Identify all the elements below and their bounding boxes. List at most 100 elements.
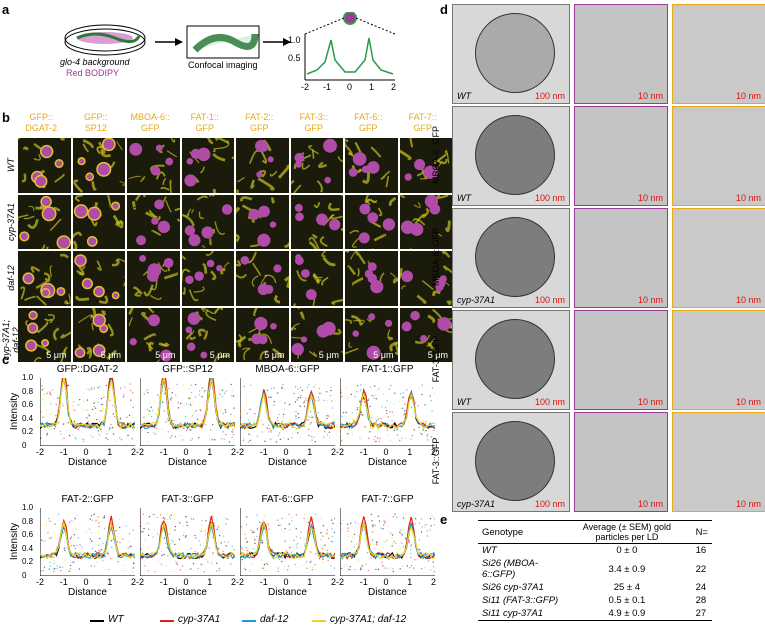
x-tick-label: 1 bbox=[307, 577, 313, 587]
em-zoom-tile: 10 nm bbox=[672, 412, 765, 512]
series-line bbox=[340, 393, 435, 430]
confocal-tile bbox=[127, 194, 180, 249]
b-row-label: WT bbox=[6, 158, 16, 172]
y-tick-label: 0.4 bbox=[22, 413, 34, 423]
em-overview-tile: cyp-37A1 100 nm bbox=[452, 412, 570, 512]
series-line bbox=[240, 520, 335, 560]
lipid-droplet bbox=[475, 421, 555, 501]
confocal-tile: 5 μm bbox=[127, 307, 180, 362]
x-tick-label: 0 bbox=[183, 447, 189, 457]
y-axis-label: Intensity bbox=[9, 392, 21, 431]
x-tick-label: -1 bbox=[159, 447, 168, 457]
confocal-tile bbox=[181, 138, 234, 193]
confocal-tile bbox=[72, 138, 125, 193]
y-tick-label: 1.0 bbox=[22, 373, 34, 382]
x-tick-label: -2 bbox=[36, 577, 45, 587]
x-tick-label: -2 bbox=[136, 577, 145, 587]
x-tick-label: 2 bbox=[131, 577, 137, 587]
b-col-header-line1: FAT-6:: bbox=[354, 112, 383, 122]
scale-bar-label: 5 μm bbox=[46, 350, 67, 360]
x-tick-label: 1 bbox=[407, 447, 413, 457]
x-tick-label: 1 bbox=[307, 447, 313, 457]
x-tick-label: 0 bbox=[283, 577, 289, 587]
confocal-tile bbox=[236, 138, 289, 193]
b-col-header-line2: SP12 bbox=[84, 123, 107, 133]
b-col-header-line1: GFP:: bbox=[29, 112, 53, 122]
y-tick-label: 0.8 bbox=[22, 516, 34, 526]
legend-label: WT bbox=[108, 614, 124, 625]
table-row: Si11 (FAT-3::GFP) 0.5 ± 0.1 28 bbox=[478, 594, 712, 607]
intensity-profile-plot bbox=[340, 378, 435, 446]
em-genotype-label: cyp-37A1 bbox=[457, 499, 496, 509]
table-cell-n: 24 bbox=[695, 582, 707, 593]
table-header: Average (± SEM) gold particles per LD bbox=[582, 522, 672, 542]
x-axis-label: Distance bbox=[68, 457, 107, 468]
b-col-header-line2: GFP bbox=[304, 123, 323, 133]
b-col-header-line2: GFP bbox=[249, 123, 269, 133]
lipid-droplet bbox=[475, 217, 555, 297]
confocal-tile bbox=[290, 138, 343, 193]
em-overview-tile: WT 100 nm bbox=[452, 4, 570, 104]
b-row-label: cyp-37A1 bbox=[6, 202, 16, 241]
panel-label-b: b bbox=[2, 110, 10, 125]
series-line bbox=[40, 520, 135, 560]
table-cell-avg: 0.5 ± 0.1 bbox=[608, 595, 646, 606]
legend-swatch bbox=[312, 620, 326, 622]
confocal-step-label: Confocal imaging bbox=[188, 60, 258, 70]
x-tick-label: -1 bbox=[259, 447, 268, 457]
em-genotype-label: WT bbox=[457, 397, 471, 407]
table-row: Si11 cyp-37A1 4.9 ± 0.9 27 bbox=[478, 607, 712, 621]
lipid-droplet bbox=[475, 319, 555, 399]
x-tick-label: 2 bbox=[131, 447, 137, 457]
scale-bar-label: 10 nm bbox=[637, 193, 663, 203]
scale-bar-label: 10 nm bbox=[637, 91, 663, 101]
em-row-construct-label: FAT-3::GFP bbox=[431, 437, 441, 485]
x-tick-label: -2 bbox=[236, 447, 245, 457]
scale-bar-label: 100 nm bbox=[534, 397, 565, 407]
confocal-tile bbox=[399, 138, 452, 193]
x-tick-label: 2 bbox=[231, 447, 237, 457]
confocal-tile: 5 μm bbox=[72, 307, 125, 362]
series-line bbox=[140, 378, 235, 429]
table-row: WT 0 ± 0 16 bbox=[478, 544, 712, 558]
x-axis-label: Distance bbox=[268, 587, 307, 598]
table-cell-n: 28 bbox=[695, 595, 707, 606]
b-row-label: daf-12 bbox=[6, 265, 16, 291]
scale-bar-label: 10 nm bbox=[637, 499, 663, 509]
x-tick-label: -1 bbox=[359, 577, 368, 587]
table-cell-avg: 25 ± 4 bbox=[613, 582, 641, 593]
table-cell-n: 16 bbox=[695, 545, 707, 556]
profile-xtick: -1 bbox=[323, 82, 332, 92]
em-genotype-label: cyp-37A1 bbox=[457, 295, 496, 305]
x-tick-label: 2 bbox=[231, 577, 237, 587]
em-zoom-tile: 10 nm bbox=[672, 310, 765, 410]
panel-label-d: d bbox=[440, 2, 448, 17]
em-zoom-tile: 10 nm bbox=[574, 208, 668, 308]
legend-swatch bbox=[160, 620, 174, 622]
confocal-tile bbox=[236, 194, 289, 249]
series-line bbox=[340, 387, 435, 430]
gold-particle-table: Genotype Average (± SEM) gold particles … bbox=[478, 520, 712, 621]
table-cell-n: 22 bbox=[695, 563, 707, 575]
table-cell-n: 27 bbox=[695, 608, 707, 619]
intensity-profile-plot bbox=[140, 508, 235, 576]
confocal-tile bbox=[127, 251, 180, 306]
x-tick-label: -2 bbox=[136, 447, 145, 457]
confocal-tile bbox=[181, 194, 234, 249]
b-col-header-line2: DGAT-2 bbox=[25, 123, 58, 133]
series-line bbox=[140, 378, 235, 430]
profile-xtick: -2 bbox=[301, 82, 310, 92]
dish-caption-dye: Red BODIPY bbox=[66, 68, 120, 78]
confocal-tile bbox=[345, 194, 398, 249]
legend-swatch bbox=[90, 620, 104, 622]
b-col-header-line1: FAT-2:: bbox=[245, 112, 274, 122]
intensity-profile-plot bbox=[40, 378, 135, 446]
x-tick-label: -2 bbox=[36, 447, 45, 457]
x-tick-label: 0 bbox=[283, 447, 289, 457]
intensity-profile-plot bbox=[140, 378, 235, 446]
scale-bar-label: 5 μm bbox=[427, 350, 448, 360]
x-tick-label: -2 bbox=[336, 577, 345, 587]
em-zoom-tile: 10 nm bbox=[574, 4, 668, 104]
em-zoom-tile: 10 nm bbox=[574, 412, 668, 512]
confocal-tile bbox=[127, 138, 180, 193]
